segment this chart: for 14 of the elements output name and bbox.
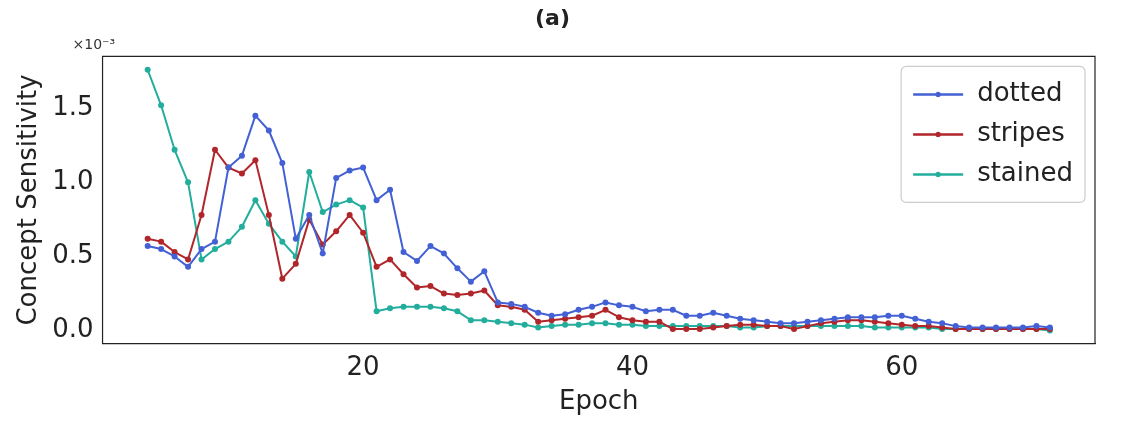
x-tick-label: 60 bbox=[885, 350, 919, 381]
y-tick-label: 1.0 bbox=[52, 165, 94, 196]
legend-label: stained bbox=[977, 157, 1073, 188]
x-tick-label: 40 bbox=[615, 350, 649, 381]
chart-title: (a) bbox=[535, 4, 570, 30]
legend-label: stripes bbox=[977, 117, 1065, 148]
y-axis-title: Concept Sensitivity bbox=[12, 74, 43, 326]
x-axis-title: Epoch bbox=[558, 385, 639, 416]
y-tick-label: 0.0 bbox=[52, 313, 94, 344]
text: ×10⁻³ bbox=[72, 36, 116, 53]
y-tick-label: 1.5 bbox=[52, 91, 94, 122]
x-tick-label: 20 bbox=[346, 350, 380, 381]
legend-label: dotted bbox=[977, 77, 1063, 108]
y-tick-label: 0.5 bbox=[52, 239, 94, 270]
